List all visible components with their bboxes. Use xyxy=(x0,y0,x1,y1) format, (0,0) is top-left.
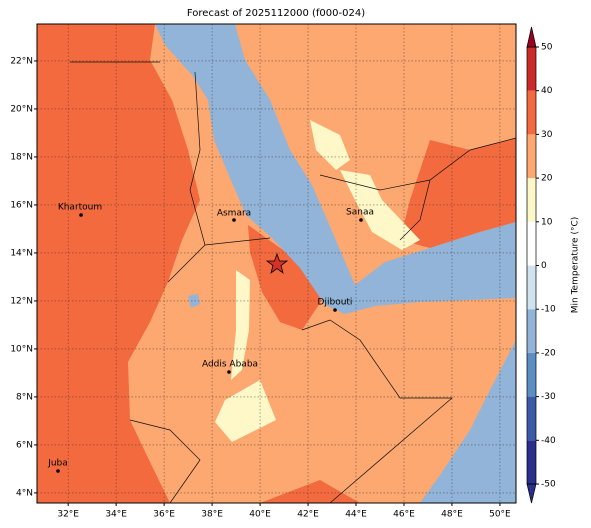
city-dot xyxy=(79,213,83,217)
y-tick-label: 20°N xyxy=(10,104,33,114)
city-label: Asmara xyxy=(217,209,251,219)
border xyxy=(399,179,431,241)
colorbar-tick-label: 40 xyxy=(541,86,553,96)
x-tick-label: 40°E xyxy=(249,510,271,520)
city-dot xyxy=(359,218,363,222)
cities: Khartoum Asmara Sanaa Djibouti Addis Aba… xyxy=(47,203,374,473)
colorbar-tick-label: -40 xyxy=(541,436,556,446)
colorbar-label: Min Temperature (°C) xyxy=(571,217,581,314)
warm-region xyxy=(400,138,516,248)
cool-region xyxy=(310,120,350,170)
colorbar-segment xyxy=(527,90,536,135)
x-tick-label: 36°E xyxy=(153,510,175,520)
colorbar-segment xyxy=(527,309,536,353)
warm-region xyxy=(37,24,200,503)
y-tick-label: 6°N xyxy=(16,440,33,450)
colorbar-tick-label: 20 xyxy=(541,174,553,184)
colorbar-tick-label: -50 xyxy=(541,480,556,490)
warm-region xyxy=(248,225,322,330)
grid xyxy=(37,24,516,503)
colorbar-tick-label: 10 xyxy=(541,217,553,227)
border xyxy=(189,71,271,246)
colorbar-segment xyxy=(527,134,536,179)
x-tick-label: 42°E xyxy=(297,510,319,520)
cool-region xyxy=(215,380,276,442)
x-tick-label: 50°E xyxy=(489,510,511,520)
city-dot xyxy=(333,308,337,312)
colorbar-tick-label: 30 xyxy=(541,130,553,140)
colorbar-tick-label: -10 xyxy=(541,305,556,315)
x-tick-label: 32°E xyxy=(57,510,79,520)
cool-region xyxy=(231,270,250,380)
y-tick-label: 18°N xyxy=(10,152,33,162)
y-tick-label: 12°N xyxy=(10,296,33,306)
colorbar-extend-bottom xyxy=(526,483,537,504)
y-tick-label: 16°N xyxy=(10,200,33,210)
city-label: Khartoum xyxy=(58,203,102,213)
colorbar-tick-label: -30 xyxy=(541,392,556,402)
colorbar-segment xyxy=(527,178,536,222)
sea xyxy=(155,24,516,314)
x-tick-label: 34°E xyxy=(105,510,127,520)
city-label: Juba xyxy=(47,459,68,469)
lake xyxy=(188,294,200,308)
colorbar-segment xyxy=(527,352,536,397)
warm-region xyxy=(170,480,360,503)
colorbar-segment xyxy=(527,265,536,310)
city-label: Djibouti xyxy=(318,298,353,308)
colorbar-tick-label: 50 xyxy=(541,43,553,53)
city-dot xyxy=(232,218,236,222)
border xyxy=(301,319,453,504)
city-label: Sanaa xyxy=(346,208,374,218)
city-dot xyxy=(227,370,231,374)
colorbar-segment xyxy=(527,396,536,441)
border xyxy=(167,244,206,283)
colorbar-segment xyxy=(527,221,536,266)
colorbar-extend-top xyxy=(526,26,537,48)
x-tick-label: 44°E xyxy=(345,510,367,520)
city-label: Addis Ababa xyxy=(202,360,258,370)
y-tick-label: 8°N xyxy=(16,392,33,402)
y-tick-label: 22°N xyxy=(10,56,33,66)
y-tick-label: 14°N xyxy=(10,248,33,258)
cool-region xyxy=(340,170,420,250)
colorbar-tick-label: -20 xyxy=(541,348,556,358)
x-tick-label: 38°E xyxy=(201,510,223,520)
y-tick-label: 10°N xyxy=(10,344,33,354)
colorbar-segment xyxy=(527,440,536,484)
colorbar: -50 -40 -30 -20 -10 0 10 20 30 40 50 xyxy=(526,26,556,504)
x-tick-label: 46°E xyxy=(393,510,415,520)
city-dot xyxy=(56,469,60,473)
colorbar-tick-label: 0 xyxy=(541,261,547,271)
ocean xyxy=(420,340,516,503)
y-tick-label: 4°N xyxy=(16,488,33,498)
forecast-point-marker xyxy=(265,252,289,275)
x-tick-label: 48°E xyxy=(441,510,463,520)
chart-title: Forecast of 2025112000 (f000-024) xyxy=(187,8,365,19)
colorbar-segment xyxy=(527,47,536,91)
map-area xyxy=(37,24,517,504)
map-frame xyxy=(36,23,517,504)
